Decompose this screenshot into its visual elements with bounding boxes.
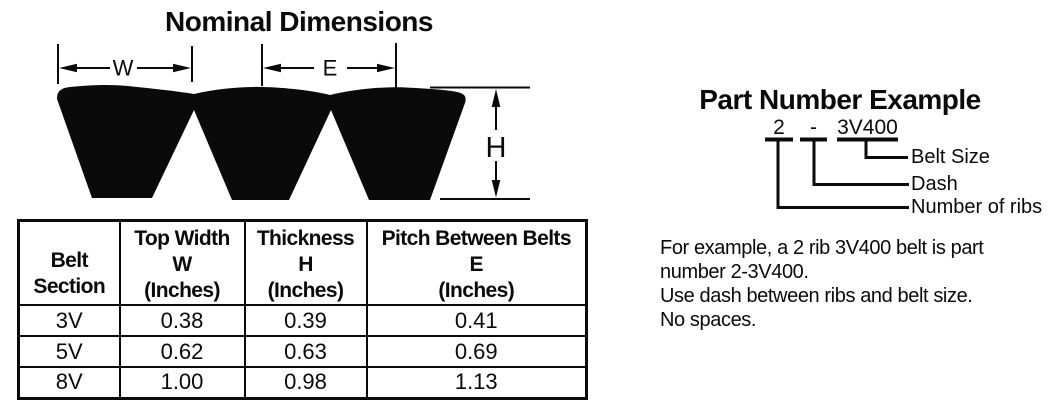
table-header-row: Belt Section Top Width W (Inches) Thickn… [17,219,588,306]
note-line: number 2-3V400. [660,261,809,283]
part-number-belt-size: 3V400 [837,116,898,139]
cell-top-width: 0.38 [118,304,246,337]
dimension-e: E [261,43,397,89]
table-row: 5V 0.62 0.63 0.69 [17,335,588,368]
callout-belt-size: Belt Size [911,146,990,168]
dimension-label-e: E [323,56,338,81]
part-number-title: Part Number Example [699,84,981,115]
cell-thickness: 0.98 [243,366,368,399]
note-line: No spaces. [660,309,757,331]
belt-cross-section [57,84,466,200]
cell-pitch: 0.69 [365,335,588,368]
note-line: Use dash between ribs and belt size. [660,285,973,307]
nominal-dimensions-title: Nominal Dimensions [165,6,433,37]
cell-top-width: 0.62 [118,335,246,368]
w-arrowhead-left [59,63,77,73]
cell-belt-section: 5V [17,335,121,368]
dimension-w: W [57,44,193,84]
h-arrowhead-down [491,180,501,198]
table-row: 3V 0.38 0.39 0.41 [17,304,588,337]
cell-thickness: 0.63 [243,335,368,368]
header-pitch-between-belts: Pitch Between Belts E (Inches) [365,219,588,306]
dimension-h: H [430,86,530,200]
header-belt-section: Belt Section [17,219,121,306]
cell-pitch: 1.13 [365,366,588,399]
cell-belt-section: 8V [17,366,121,399]
leader-dash [812,140,909,186]
callout-number-of-ribs: Number of ribs [911,196,1043,218]
cell-belt-section: 3V [17,304,121,337]
example-notes: For example, a 2 rib 3V400 belt is part … [660,236,984,332]
callout-dash: Dash [911,173,958,195]
header-thickness: Thickness H (Inches) [243,219,368,306]
leader-ribs [776,140,909,209]
part-number-leaders [765,137,909,209]
cell-thickness: 0.39 [243,304,368,337]
table-row: 8V 1.00 0.98 1.13 [17,366,588,399]
h-arrowhead-up [491,89,501,107]
w-arrowhead-right [173,63,191,73]
note-line: For example, a 2 rib 3V400 belt is part [660,237,984,259]
e-arrowhead-left [263,63,281,73]
header-top-width: Top Width W (Inches) [118,219,246,306]
leader-belt-size [864,140,908,159]
cell-top-width: 1.00 [118,366,246,399]
dimension-label-w: W [113,56,134,81]
dimension-label-h: H [486,132,507,164]
part-number-ribs: 2 [773,116,785,139]
belt-dimensions-table: Belt Section Top Width W (Inches) Thickn… [17,219,588,400]
part-number-dash: - [810,116,817,139]
e-arrowhead-right [377,63,395,73]
cell-pitch: 0.41 [365,304,588,337]
